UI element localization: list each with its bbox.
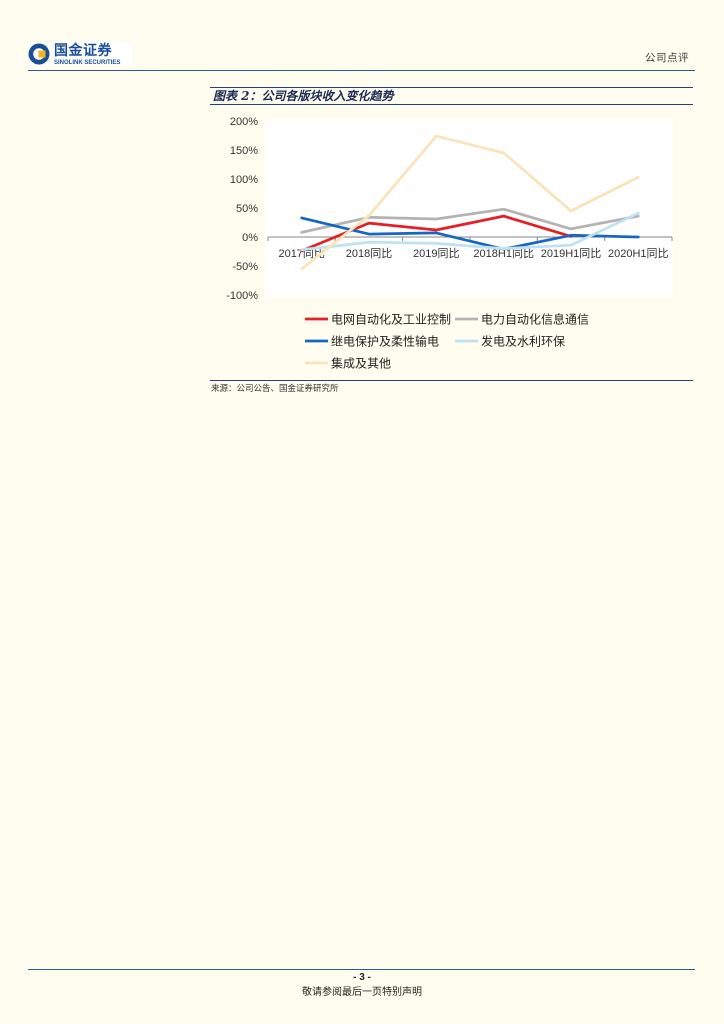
x-tick-label: 2018同比 — [346, 247, 392, 260]
footer-disclaimer: 敬请参阅最后一页特别声明 — [302, 987, 422, 998]
figure-title-rule — [210, 104, 693, 105]
legend-label: 电网自动化及工业控制 — [331, 313, 451, 327]
x-tick-label: 2019H1同比 — [541, 247, 602, 260]
series-lines — [300, 134, 640, 271]
series-line-3 — [300, 216, 640, 251]
figure-title: 图表 2：公司各版块收入变化趋势 — [213, 89, 394, 103]
page-number: - 3 - — [353, 972, 371, 983]
x-tick-label: 2017同比 — [278, 247, 324, 260]
x-tick-label: 2019同比 — [413, 247, 459, 260]
brand-name-en: SINOLINK SECURITIES — [54, 60, 121, 66]
series-line-5 — [300, 134, 640, 271]
x-tick-label: 2018H1同比 — [473, 247, 534, 260]
figure-source: 来源：公司公告、国金证券研究所 — [211, 384, 339, 394]
figure-top-rule — [210, 87, 693, 88]
legend-item: 继电保护及柔性输电 — [305, 334, 439, 349]
y-tick-label: -50% — [232, 261, 258, 273]
series-line-2 — [300, 207, 640, 234]
legend-label: 集成及其他 — [331, 356, 391, 371]
plot-area — [265, 119, 673, 297]
legend-item: 集成及其他 — [305, 356, 391, 371]
y-axis-labels: 200% 150% 100% 50% 0% -50% -100% — [226, 116, 258, 302]
series-line-4 — [300, 211, 640, 252]
x-axis-labels: 2017同比 2018同比 2019同比 2018H1同比 2019H1同比 2020H1… — [278, 247, 668, 260]
y-tick-label: 50% — [236, 203, 258, 215]
footer-rule — [28, 969, 695, 970]
y-tick-label: -100% — [226, 290, 258, 302]
y-tick-label: 0% — [242, 232, 258, 244]
legend-item: 发电及水利环保 — [455, 334, 565, 349]
sinolink-logo-icon — [28, 43, 50, 65]
figure-bottom-rule — [210, 380, 693, 381]
y-tick-label: 200% — [230, 116, 258, 128]
legend-label: 继电保护及柔性输电 — [331, 334, 439, 349]
legend-label: 电力自动化信息通信 — [481, 312, 589, 327]
brand-name-cn: 国金证券 — [54, 43, 112, 59]
report-type-label: 公司点评 — [645, 52, 689, 64]
legend-item: 电力自动化信息通信 — [455, 312, 589, 327]
header-rule — [28, 70, 695, 71]
line-chart: 200%150%100%50%0%-50%-100%2017同比 2018同比 20… — [226, 116, 673, 371]
y-tick-label: 100% — [230, 174, 258, 186]
x-tick-label: 2020H1同比 — [608, 247, 669, 260]
legend-item: 电网自动化及工业控制 — [305, 313, 451, 327]
legend-label: 发电及水利环保 — [481, 334, 565, 349]
brand-logo: 国金证券 SINOLINK SECURITIES — [28, 42, 132, 68]
y-tick-label: 150% — [230, 145, 258, 157]
